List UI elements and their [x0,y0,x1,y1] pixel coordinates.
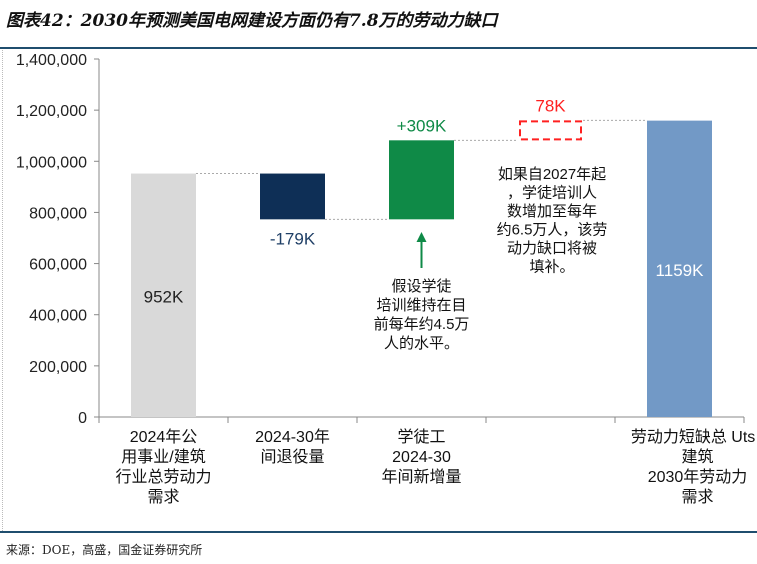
y-tick-label: 0 [78,410,87,427]
apprentice-note: 人的水平。 [384,335,459,352]
data-label: +309K [397,116,447,135]
x-category-label: 需求 [147,488,179,506]
up-arrow-head-icon [416,232,427,242]
y-tick-label: 400,000 [29,308,87,325]
y-tick-label: 800,000 [29,205,87,222]
x-category-label: 用事业/建筑 [121,448,205,466]
gap-note: 数增加至每年 [507,203,597,220]
x-category-label: 2024-30年 [255,428,330,446]
x-category-label: 劳动力短缺总 Uts / [631,428,757,446]
x-category-label: 行业总劳动力 [115,468,211,486]
x-category-label: 建筑 [681,448,713,466]
x-category-label: 间退役量 [260,448,324,466]
data-label: 952K [144,287,184,306]
top-divider [0,47,757,49]
gap-note: 动力缺口将被 [507,240,597,257]
apprentice-note: 假设学徒 [391,278,451,295]
bar [131,173,196,417]
bar [647,120,712,418]
gap-note: ，学徒培训人 [507,185,597,202]
bar [389,140,454,220]
bar [260,173,325,220]
frame-border [2,50,3,531]
x-category-label: 2024-30 [392,449,451,466]
y-tick-label: 1,000,000 [16,154,87,171]
x-category-label: 学徒工 [397,428,445,446]
data-label: -179K [270,229,316,248]
y-tick-label: 200,000 [29,359,87,376]
gap-note: 约6.5万人，该劳 [497,222,608,239]
x-category-label: 需求 [681,488,713,506]
apprentice-note: 培训维持在目 [376,297,466,314]
x-category-label: 年间新增量 [381,468,461,486]
x-category-label: 2024年公 [130,428,198,446]
y-tick-label: 1,200,000 [16,103,87,120]
gap-bar [519,120,582,141]
bottom-divider [0,531,757,533]
source-note: 来源：DOE，高盛，国金证券研究所 [6,543,203,557]
y-tick-label: 600,000 [29,257,87,274]
gap-note: 填补。 [529,259,574,276]
data-label: 1159K [656,261,705,280]
data-label: 78K [535,96,566,115]
apprentice-note: 前每年约4.5万 [374,316,470,333]
gap-note: 如果自2027年起 [498,166,606,183]
y-tick-label: 1,400,000 [16,52,87,69]
chart-title: 图表42：2030年预测美国电网建设方面仍有7.8万的劳动力缺口 [6,11,498,31]
x-category-label: 2030年劳动力 [648,468,748,486]
